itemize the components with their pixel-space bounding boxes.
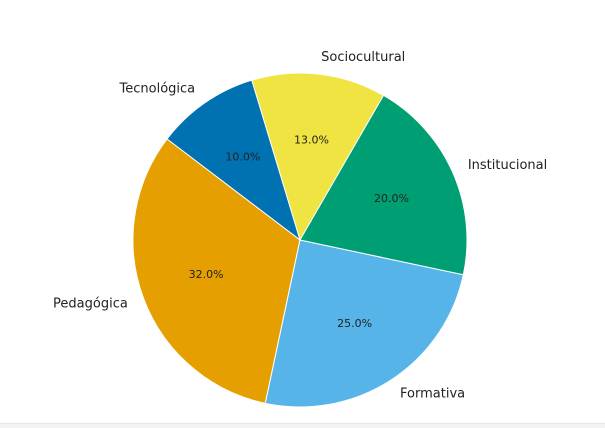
pct-label-formativa: 25.0%	[337, 317, 372, 330]
category-label-formativa: Formativa	[400, 387, 465, 402]
category-label-tecnologica: Tecnológica	[119, 82, 196, 97]
pie-slice-tecnologica	[166, 79, 301, 242]
category-label-sociocultural: Sociocultural	[321, 50, 405, 65]
pct-label-institucional: 20.0%	[374, 192, 409, 205]
pie-slice-pedagogica	[132, 138, 301, 404]
pie-slice-institucional	[299, 94, 468, 276]
pct-label-pedagogica: 32.0%	[189, 268, 224, 281]
category-label-pedagogica: Pedagógica	[53, 297, 128, 312]
pct-label-tecnologica: 10.0%	[225, 151, 260, 164]
pct-label-sociocultural: 13.0%	[294, 133, 329, 146]
category-label-institucional: Institucional	[468, 158, 547, 173]
bottom-strip	[0, 423, 605, 428]
pie-slice-formativa	[264, 239, 464, 408]
pie-slice-sociocultural	[251, 72, 385, 242]
